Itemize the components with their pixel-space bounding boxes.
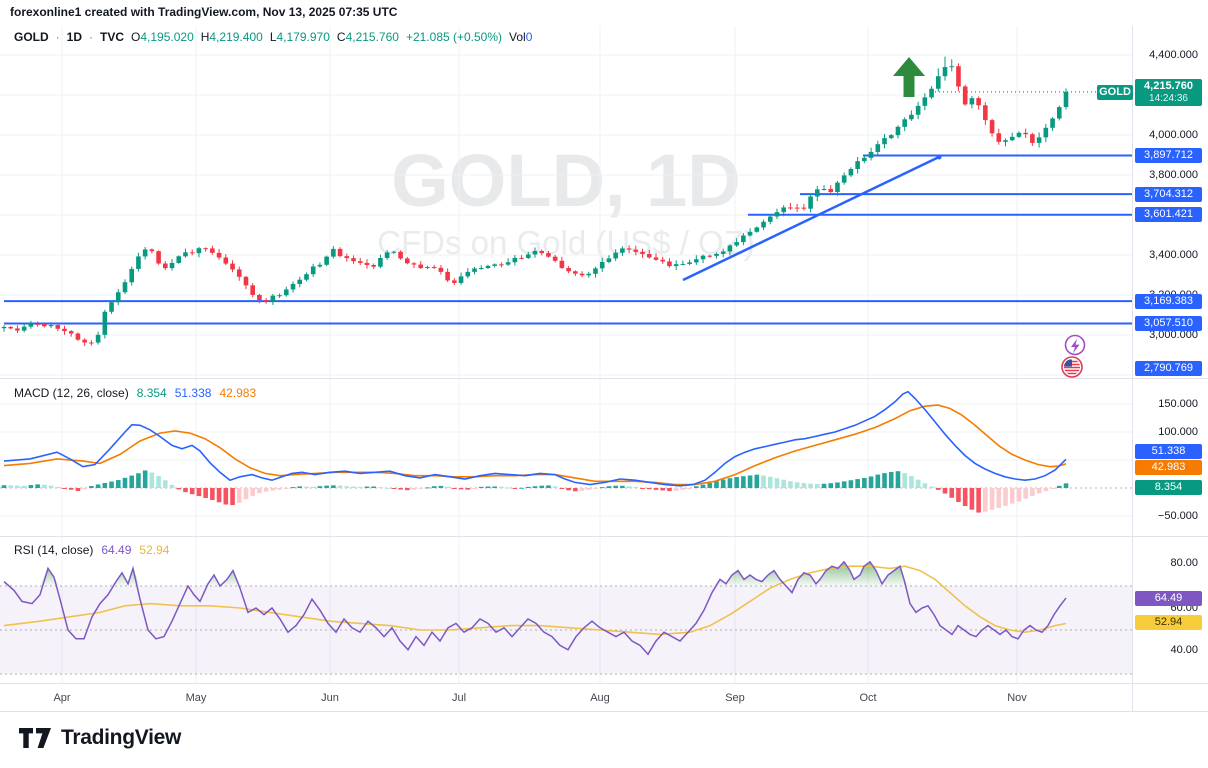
macd-value-badge[interactable]: 8.354	[1135, 479, 1202, 495]
price-tick-label: 100.000	[1158, 426, 1198, 438]
price-tick-label: 40.00	[1170, 644, 1198, 656]
macd-value-badge[interactable]: 51.338	[1135, 443, 1202, 459]
month-axis-label: Apr	[53, 692, 71, 704]
rsi-value-badge[interactable]: 52.94	[1135, 614, 1202, 630]
level-price-badge[interactable]: 3,169.383	[1135, 293, 1202, 309]
month-axis-label: Jun	[321, 692, 339, 704]
rsi-overbought-fill	[4, 561, 1066, 586]
month-axis-label: Jul	[451, 692, 467, 704]
rsi-pane	[0, 560, 1132, 675]
up-arrow-annotation	[893, 57, 925, 97]
price-tick-label: 4,000.000	[1149, 129, 1198, 141]
tradingview-brand-text: TradingView	[61, 726, 182, 749]
last-price-value: 4,215.760	[1144, 80, 1193, 92]
month-axis-label: Oct	[859, 692, 877, 704]
price-tick-label: 3,800.000	[1149, 169, 1198, 181]
legend-open: O4,195.020	[131, 30, 194, 44]
legend-separator: ·	[89, 30, 94, 44]
month-axis-label: Nov	[1007, 692, 1027, 704]
legend-interval[interactable]: 1D	[66, 30, 83, 44]
legend-close: C4,215.760	[336, 30, 399, 44]
macd-pane	[0, 390, 1132, 513]
level-price-badge[interactable]: 2,790.769	[1135, 360, 1202, 376]
macd-signal-value: 42.983	[219, 386, 257, 400]
tradingview-logo[interactable]: TradingView	[18, 725, 181, 751]
level-price-badge[interactable]: 3,897.712	[1135, 147, 1202, 163]
legend-volume: Vol0	[509, 30, 533, 44]
rsi-value-badge[interactable]: 64.49	[1135, 590, 1202, 606]
rsi-legend[interactable]: RSI (14, close) 64.49 52.94	[14, 543, 169, 557]
legend-change: +21.085 (+0.50%)	[405, 30, 503, 44]
rsi-line	[3, 560, 1067, 656]
bar-countdown: 14:24:36	[1149, 93, 1188, 104]
month-axis-label: Aug	[590, 692, 610, 704]
level-price-badge[interactable]: 3,057.510	[1135, 315, 1202, 331]
gridlines	[0, 26, 1132, 683]
legend-high: H4,219.400	[200, 30, 263, 44]
price-tick-label: 4,400.000	[1149, 49, 1198, 61]
level-price-badge[interactable]: 3,601.421	[1135, 207, 1202, 223]
price-tick-label: 80.00	[1170, 557, 1198, 569]
price-tick-label: 3,000.000	[1149, 329, 1198, 341]
macd-title[interactable]: MACD (12, 26, close)	[14, 386, 129, 400]
macd-histogram-value: 8.354	[136, 386, 167, 400]
price-tick-label: 150.000	[1158, 398, 1198, 410]
economic-event-icon	[1064, 334, 1086, 356]
last-price-badge[interactable]: 4,215.760 14:24:36	[1135, 79, 1202, 106]
rsi-ma-value: 52.94	[139, 543, 170, 557]
rsi-ma-line	[3, 565, 1067, 636]
macd-line-value: 51.338	[174, 386, 212, 400]
symbol-price-label[interactable]: GOLD	[1097, 85, 1133, 100]
price-tick-label: 3,400.000	[1149, 249, 1198, 261]
month-axis-label: Sep	[725, 692, 745, 704]
symbol-legend[interactable]: GOLD · 1D · TVC O4,195.020 H4,219.400 L4…	[14, 30, 532, 44]
macd-line	[3, 390, 1067, 487]
trend-line	[682, 155, 940, 282]
macd-legend[interactable]: MACD (12, 26, close) 8.354 51.338 42.983	[14, 386, 256, 400]
rsi-title[interactable]: RSI (14, close)	[14, 543, 94, 557]
tradingview-logo-icon	[19, 728, 51, 748]
price-tick-label: −50.000	[1157, 510, 1198, 522]
legend-exchange[interactable]: TVC	[100, 30, 125, 44]
macd-histogram	[1, 470, 1069, 513]
rsi-value: 64.49	[101, 543, 132, 557]
level-price-badge[interactable]: 3,704.312	[1135, 186, 1202, 202]
attribution-text: forexonline1 created with TradingView.co…	[10, 5, 398, 19]
legend-low: L4,179.970	[269, 30, 330, 44]
macd-signal-line	[3, 404, 1067, 486]
month-axis-label: May	[185, 692, 207, 704]
candles	[1, 56, 1069, 347]
legend-symbol[interactable]: GOLD	[14, 30, 49, 44]
us-flag-event-icon	[1061, 356, 1083, 378]
price-pane	[1, 56, 1132, 347]
macd-value-badge[interactable]: 42.983	[1135, 459, 1202, 475]
legend-separator: ·	[55, 30, 60, 44]
